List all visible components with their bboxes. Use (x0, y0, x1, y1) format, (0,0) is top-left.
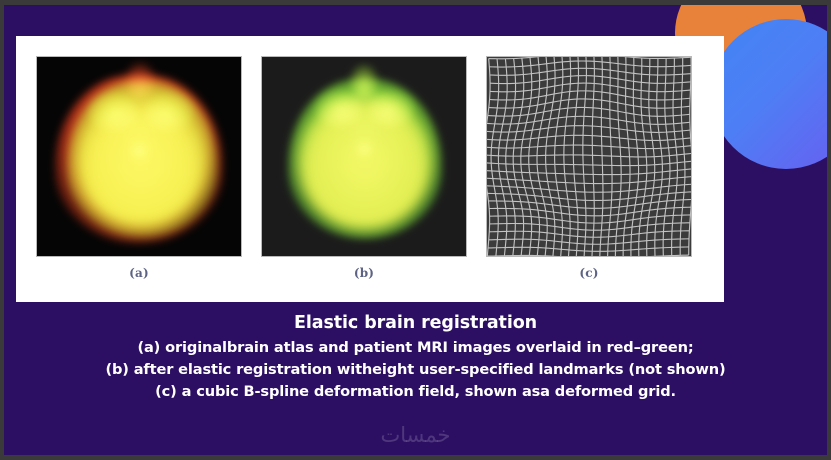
deformation-grid-svg (487, 57, 691, 256)
figure-panel: (a) (16, 36, 724, 302)
caption-line-c: (c) a cubic B-spline deformation field, … (155, 383, 676, 400)
subfigure-label-b: (b) (353, 266, 375, 280)
caption-title: Elastic brain registration (293, 313, 537, 333)
brain-overlay-image-b (261, 56, 467, 257)
subfigure-label-c: (c) (579, 266, 599, 280)
brain-overlay-image-a (36, 56, 242, 257)
bright-spot-a (129, 143, 149, 159)
brain-render-a (37, 57, 241, 256)
bright-spot-b (354, 141, 374, 157)
subfigure-row: (a) (16, 36, 724, 302)
deformation-grid-wrap (487, 57, 691, 256)
brain-render-b (262, 57, 466, 256)
subfigure-label-a: (a) (129, 266, 149, 280)
subfigure-a: (a) (36, 56, 242, 280)
blue-circle-decoration (711, 19, 827, 169)
subfigure-c: (c) (486, 56, 692, 280)
caption-block: Elastic brain registration (a) originalb… (4, 311, 827, 403)
deformation-grid-image-c (486, 56, 692, 257)
watermark: خمسات (380, 423, 451, 447)
nasal-region-a (125, 63, 155, 99)
subfigure-b: (b) (261, 56, 467, 280)
caption-line-a: (a) originalbrain atlas and patient MRI … (137, 339, 694, 356)
nasal-region-b (350, 65, 378, 99)
caption-line-b: (b) after elastic registration witheight… (105, 361, 726, 378)
slide-canvas: (a) (4, 5, 827, 455)
